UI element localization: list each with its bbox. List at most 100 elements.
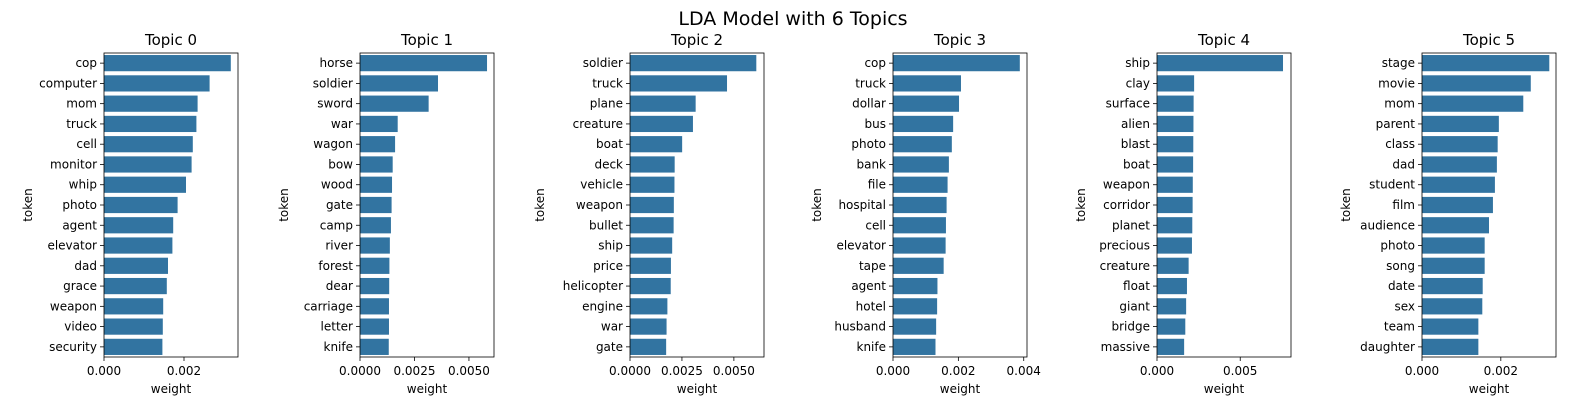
bar [1422, 298, 1483, 315]
bar [360, 338, 389, 355]
axes-frame [892, 52, 1028, 358]
y-tick-label: file [868, 178, 886, 192]
bar [104, 298, 164, 315]
bar [104, 338, 163, 355]
bar [893, 237, 946, 254]
y-tick-label: husband [834, 320, 886, 334]
bar [104, 257, 168, 274]
y-tick-label: bullet [589, 218, 623, 232]
y-tick-label: weapon [50, 299, 97, 313]
bar [104, 196, 178, 214]
y-tick-label: dad [74, 259, 97, 273]
bar [630, 338, 667, 355]
y-tick-label: whip [69, 178, 97, 192]
y-tick-label: bridge [1111, 320, 1150, 334]
figure-title: LDA Model with 6 Topics [678, 8, 907, 30]
bar [360, 257, 390, 274]
bar [1422, 257, 1485, 274]
y-axis-label: token [810, 188, 824, 222]
x-axis-label: weight [1469, 382, 1510, 396]
bar [630, 176, 675, 193]
y-tick-label: computer [39, 76, 97, 90]
bar [360, 176, 393, 193]
bar [1157, 156, 1194, 173]
bar [360, 298, 389, 315]
bar [893, 196, 947, 214]
bar [630, 196, 674, 214]
x-axis-label: weight [151, 382, 192, 396]
y-tick-label: agent [851, 279, 886, 293]
bar [630, 277, 671, 295]
bar [1157, 318, 1186, 335]
bar [630, 318, 667, 335]
y-tick-label: photo [851, 137, 886, 151]
y-tick-label: float [1123, 279, 1150, 293]
bar [1157, 217, 1193, 234]
bar [630, 115, 693, 133]
y-tick-label: song [1386, 259, 1415, 273]
bar [630, 237, 673, 254]
panel-title: Topic 3 [933, 31, 986, 49]
bar [893, 55, 1020, 72]
x-tick-label: 0.000 [876, 364, 910, 378]
y-tick-label: alien [1121, 117, 1150, 131]
bar [1422, 318, 1479, 335]
bar [360, 75, 439, 92]
bar [104, 318, 163, 335]
x-tick-label: 0.0025 [661, 364, 703, 378]
y-tick-label: corridor [1103, 198, 1150, 212]
y-tick-label: wood [321, 178, 353, 192]
y-tick-label: truck [855, 76, 886, 90]
y-tick-label: elevator [47, 239, 97, 253]
bar [1422, 217, 1489, 234]
y-tick-label: price [593, 259, 623, 273]
bar [360, 136, 396, 153]
y-tick-label: photo [1380, 239, 1415, 253]
axes-frame [629, 52, 765, 358]
bar [1157, 55, 1284, 72]
axes-frame [359, 52, 495, 358]
y-tick-label: dad [1392, 157, 1415, 171]
y-tick-label: grace [63, 279, 97, 293]
topic-panel-3: Topic 3 cop truck dollar bus photo bank file hos… [810, 31, 1041, 396]
y-tick-label: monitor [50, 157, 97, 171]
x-tick-label: 0.002 [1484, 364, 1518, 378]
y-tick-label: vehicle [580, 178, 623, 192]
x-axis-label: weight [677, 382, 718, 396]
bar [893, 257, 944, 274]
bar [893, 115, 954, 133]
y-tick-label: massive [1101, 340, 1150, 354]
bar [1157, 277, 1187, 295]
bar [104, 75, 210, 92]
y-tick-label: film [1392, 198, 1415, 212]
bar [1157, 176, 1193, 193]
bar [360, 156, 393, 173]
y-tick-label: agent [62, 218, 97, 232]
y-tick-label: movie [1378, 76, 1415, 90]
bar [1422, 338, 1479, 355]
y-tick-label: cop [864, 56, 886, 70]
y-tick-label: security [49, 340, 97, 354]
x-tick-label: 0.0050 [713, 364, 755, 378]
y-tick-label: stage [1382, 56, 1415, 70]
y-tick-label: mom [1384, 97, 1415, 111]
y-tick-label: sword [317, 97, 353, 111]
y-tick-label: hospital [838, 198, 886, 212]
y-tick-label: truck [592, 76, 623, 90]
bar [893, 277, 938, 295]
y-tick-label: class [1385, 137, 1415, 151]
axes-frame [1156, 52, 1292, 358]
axes-frame [1421, 52, 1557, 358]
y-tick-label: clay [1126, 76, 1150, 90]
x-tick-label: 0.000 [87, 364, 121, 378]
y-tick-label: date [1388, 279, 1415, 293]
x-tick-label: 0.004 [1007, 364, 1041, 378]
bar [360, 277, 390, 295]
x-tick-label: 0.000 [1405, 364, 1439, 378]
bar [360, 196, 392, 214]
y-tick-label: helicopter [563, 279, 623, 293]
bar [1422, 277, 1483, 295]
bar [893, 156, 949, 173]
y-tick-label: ship [598, 239, 623, 253]
